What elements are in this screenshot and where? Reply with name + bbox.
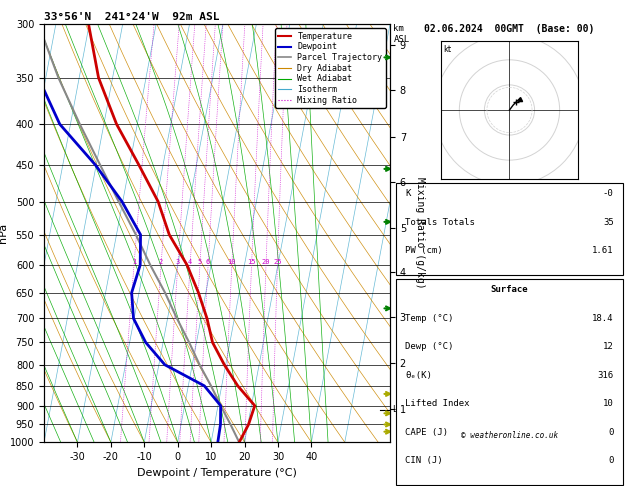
Text: 0: 0: [608, 428, 614, 436]
Text: LCL: LCL: [392, 405, 407, 414]
Text: 10: 10: [228, 259, 236, 265]
Text: Totals Totals: Totals Totals: [405, 218, 475, 227]
Text: © weatheronline.co.uk: © weatheronline.co.uk: [461, 431, 558, 440]
Legend: Temperature, Dewpoint, Parcel Trajectory, Dry Adiabat, Wet Adiabat, Isotherm, Mi: Temperature, Dewpoint, Parcel Trajectory…: [275, 29, 386, 108]
Y-axis label: hPa: hPa: [0, 223, 8, 243]
Text: 0: 0: [608, 456, 614, 465]
FancyBboxPatch shape: [396, 183, 623, 275]
Text: CIN (J): CIN (J): [405, 456, 443, 465]
Text: 10: 10: [603, 399, 614, 408]
X-axis label: Dewpoint / Temperature (°C): Dewpoint / Temperature (°C): [137, 468, 297, 478]
Text: K: K: [405, 190, 411, 198]
Text: 18.4: 18.4: [592, 314, 614, 323]
Text: θₑ(K): θₑ(K): [405, 371, 432, 380]
Text: 25: 25: [273, 259, 282, 265]
Text: 35: 35: [603, 218, 614, 227]
Y-axis label: Mixing Ratio (g/kg): Mixing Ratio (g/kg): [415, 177, 425, 289]
Text: 1.61: 1.61: [592, 246, 614, 255]
Text: 6: 6: [206, 259, 210, 265]
Text: CAPE (J): CAPE (J): [405, 428, 448, 436]
Text: km
ASL: km ASL: [394, 24, 409, 44]
Text: Lifted Index: Lifted Index: [405, 399, 470, 408]
Text: 5: 5: [198, 259, 202, 265]
Text: 12: 12: [603, 342, 614, 351]
Text: Temp (°C): Temp (°C): [405, 314, 454, 323]
Text: 316: 316: [598, 371, 614, 380]
Text: 4: 4: [188, 259, 192, 265]
Text: 33°56'N  241°24'W  92m ASL: 33°56'N 241°24'W 92m ASL: [44, 12, 220, 22]
Text: kt: kt: [443, 45, 452, 54]
Text: Surface: Surface: [491, 285, 528, 295]
Text: -0: -0: [603, 190, 614, 198]
Text: 15: 15: [247, 259, 256, 265]
Text: 3: 3: [175, 259, 180, 265]
Text: 02.06.2024  00GMT  (Base: 00): 02.06.2024 00GMT (Base: 00): [425, 24, 594, 35]
FancyBboxPatch shape: [396, 279, 623, 485]
Text: 1: 1: [132, 259, 136, 265]
Text: 2: 2: [159, 259, 163, 265]
Text: Dewp (°C): Dewp (°C): [405, 342, 454, 351]
Text: PW (cm): PW (cm): [405, 246, 443, 255]
Text: 20: 20: [262, 259, 270, 265]
